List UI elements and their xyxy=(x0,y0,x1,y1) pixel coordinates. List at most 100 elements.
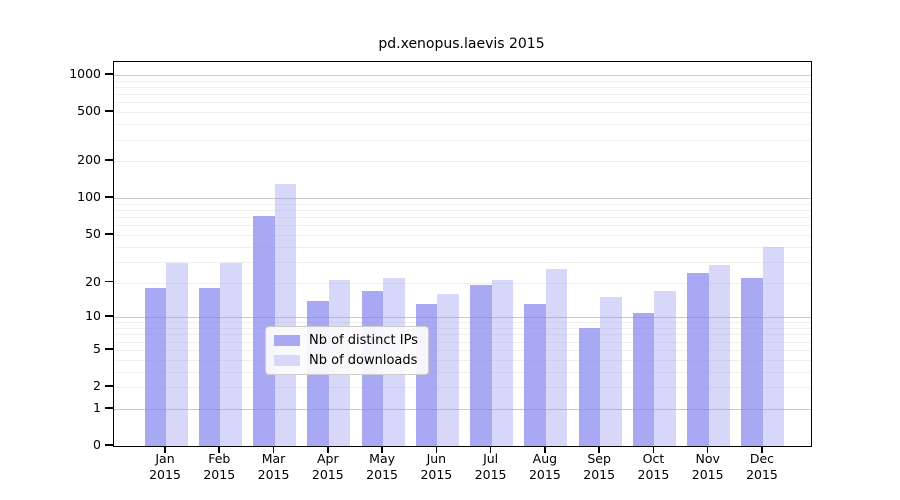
bar-downloads-dec xyxy=(762,246,785,446)
x-tick-feb xyxy=(218,446,221,453)
y-tick-label-20: 20 xyxy=(85,273,101,289)
gridline-minor-900 xyxy=(114,80,811,82)
x-tick-label-jan: Jan 2015 xyxy=(149,451,181,482)
legend-swatch-downloads xyxy=(274,355,300,366)
y-tick-label-2: 2 xyxy=(93,378,101,393)
bar-downloads-sep xyxy=(600,297,622,446)
gridline-minor-4 xyxy=(114,359,811,361)
x-tick-mar xyxy=(272,446,275,453)
gridline-minor-8 xyxy=(114,328,811,329)
legend-label-distinct-ips: Nb of distinct IPs xyxy=(309,333,418,348)
x-tick-label-jun: Jun 2015 xyxy=(420,451,453,482)
y-tick-label-100: 100 xyxy=(77,189,101,205)
bar-distinct-ips-oct xyxy=(632,312,655,446)
bar-distinct-ips-nov xyxy=(687,273,709,446)
plot-area xyxy=(113,61,812,447)
y-tick-5 xyxy=(105,347,113,350)
y-tick-label-1: 1 xyxy=(93,399,101,415)
y-tick-label-200: 200 xyxy=(77,152,101,168)
x-tick-sep xyxy=(598,446,600,453)
gridline-minor-800 xyxy=(114,86,811,88)
bar-downloads-jan xyxy=(166,263,188,446)
gridline-minor-400 xyxy=(114,124,811,126)
x-tick-may xyxy=(381,446,383,453)
y-tick-0 xyxy=(105,444,113,446)
gridline-minor-6 xyxy=(114,341,811,343)
bar-downloads-feb xyxy=(220,263,242,446)
gridline-minor-40 xyxy=(114,246,811,248)
gridline-major-1000 xyxy=(114,75,811,76)
gridline-minor-50 xyxy=(114,234,811,236)
gridline-minor-600 xyxy=(114,102,811,104)
gridline-minor-20 xyxy=(114,282,811,284)
legend-item-distinct-ips: Nb of distinct IPs xyxy=(274,333,418,348)
legend: Nb of distinct IPs Nb of downloads xyxy=(265,326,429,375)
gridline-minor-80 xyxy=(114,210,811,212)
x-tick-dec xyxy=(761,446,763,453)
x-tick-aug xyxy=(544,446,546,453)
bar-distinct-ips-jan xyxy=(144,287,166,446)
x-tick-jul xyxy=(489,446,492,453)
y-tick-label-0: 0 xyxy=(93,437,101,452)
gridline-minor-5 xyxy=(114,349,811,351)
bar-distinct-ips-sep xyxy=(578,328,601,446)
gridline-minor-70 xyxy=(114,217,811,219)
x-tick-label-aug: Aug 2015 xyxy=(528,451,561,482)
x-tick-apr xyxy=(327,446,329,453)
legend-item-downloads: Nb of downloads xyxy=(274,353,418,368)
x-tick-label-jul: Jul 2015 xyxy=(474,451,507,482)
x-tick-label-apr: Apr 2015 xyxy=(311,451,344,482)
y-tick-20 xyxy=(105,280,113,283)
y-tick-100 xyxy=(105,196,113,198)
y-tick-label-1000: 1000 xyxy=(69,66,101,81)
x-tick-label-mar: Mar 2015 xyxy=(257,451,290,482)
gridline-minor-700 xyxy=(114,94,811,96)
bar-downloads-mar xyxy=(274,184,297,446)
y-tick-1000 xyxy=(105,73,113,75)
gridline-minor-90 xyxy=(114,203,811,205)
x-tick-oct xyxy=(652,446,655,453)
gridline-minor-500 xyxy=(114,112,811,114)
gridline-minor-200 xyxy=(114,161,811,163)
gridline-minor-30 xyxy=(114,261,811,263)
bar-downloads-jul xyxy=(491,280,514,446)
x-tick-label-feb: Feb 2015 xyxy=(203,451,236,482)
gridline-minor-2 xyxy=(114,387,811,388)
bar-distinct-ips-feb xyxy=(198,287,221,446)
x-tick-nov xyxy=(706,446,709,453)
chart-title: pd.xenopus.laevis 2015 xyxy=(378,36,545,52)
gridline-minor-3 xyxy=(114,371,811,373)
y-tick-1 xyxy=(105,406,113,409)
y-tick-label-10: 10 xyxy=(85,308,101,324)
gridline-minor-7 xyxy=(114,334,811,336)
x-tick-label-may: May 2015 xyxy=(366,451,398,482)
bar-distinct-ips-dec xyxy=(741,277,763,446)
bar-downloads-oct xyxy=(654,290,676,446)
bar-downloads-nov xyxy=(708,265,731,446)
gridline-major-100 xyxy=(114,198,811,200)
y-tick-label-50: 50 xyxy=(85,225,101,241)
y-tick-2 xyxy=(105,385,113,387)
x-tick-label-dec: Dec 2015 xyxy=(746,451,778,482)
y-tick-10 xyxy=(105,315,113,318)
y-tick-label-5: 5 xyxy=(93,340,101,356)
x-tick-label-sep: Sep 2015 xyxy=(583,451,616,482)
x-tick-jan xyxy=(164,446,166,453)
gridline-minor-9 xyxy=(114,322,811,324)
legend-label-downloads: Nb of downloads xyxy=(309,353,418,368)
x-tick-label-nov: Nov 2015 xyxy=(691,451,724,482)
gridline-major-10 xyxy=(114,317,811,319)
bar-distinct-ips-mar xyxy=(253,216,275,446)
bar-downloads-aug xyxy=(545,269,568,446)
x-tick-jun xyxy=(435,446,438,453)
y-tick-label-500: 500 xyxy=(77,103,101,119)
bar-distinct-ips-jul xyxy=(470,285,492,446)
gridline-minor-300 xyxy=(114,139,811,141)
y-tick-50 xyxy=(105,233,113,235)
bar-downloads-jun xyxy=(437,293,459,446)
gridline-minor-60 xyxy=(114,225,811,227)
y-tick-500 xyxy=(105,110,113,112)
gridline-major-1 xyxy=(114,408,811,410)
legend-swatch-distinct-ips xyxy=(274,335,300,346)
